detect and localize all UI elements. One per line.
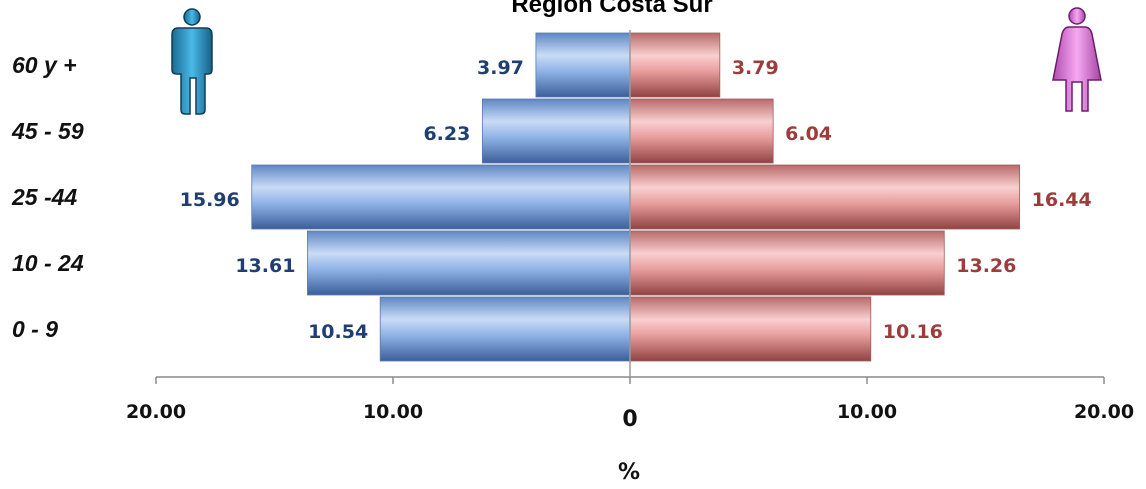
value-label-right: 6.04: [785, 123, 832, 145]
x-axis-label: %: [618, 460, 640, 485]
value-label-right: 10.16: [883, 321, 943, 343]
bars: [251, 30, 1021, 377]
chart-title: Región Costa Sur: [511, 0, 712, 18]
value-label-right: 3.79: [732, 57, 779, 79]
bar-left: [535, 32, 631, 98]
value-label-left: 3.97: [477, 57, 524, 79]
bar-left: [251, 164, 631, 230]
bar-left: [379, 296, 631, 362]
female-figure-icon: [1052, 7, 1102, 112]
x-tick-label: 20.00: [126, 401, 186, 423]
value-label-left: 15.96: [180, 189, 240, 211]
bar-left: [307, 230, 631, 296]
category-label: 10 - 24: [12, 250, 84, 276]
x-tick-label: 10.00: [837, 401, 897, 423]
value-label-right: 13.26: [956, 255, 1016, 277]
x-tick-label: 20.00: [1074, 401, 1134, 423]
bar-right: [629, 296, 872, 362]
category-label: 0 - 9: [12, 316, 58, 342]
category-label: 45 - 59: [11, 118, 84, 144]
male-figure-icon: [171, 8, 213, 115]
value-label-left: 13.61: [235, 255, 295, 277]
value-label-left: 6.23: [423, 123, 470, 145]
x-axis: 20.00 10.00 0 10.00 20.00: [126, 376, 1134, 432]
category-label: 25 -44: [11, 184, 77, 210]
bar-right: [629, 230, 945, 296]
bar-right: [629, 32, 721, 98]
x-tick-label: 10.00: [363, 401, 423, 423]
labels: 60 y + 3.97 3.79 45 - 59 6.23 6.04 25 -44 15.96…: [11, 52, 1092, 343]
value-label-right: 16.44: [1032, 189, 1092, 211]
bar-right: [629, 164, 1021, 230]
category-label: 60 y +: [12, 52, 77, 78]
x-tick-label: 0: [622, 407, 637, 432]
bar-left: [481, 98, 631, 164]
value-label-left: 10.54: [308, 321, 368, 343]
bar-right: [629, 98, 774, 164]
